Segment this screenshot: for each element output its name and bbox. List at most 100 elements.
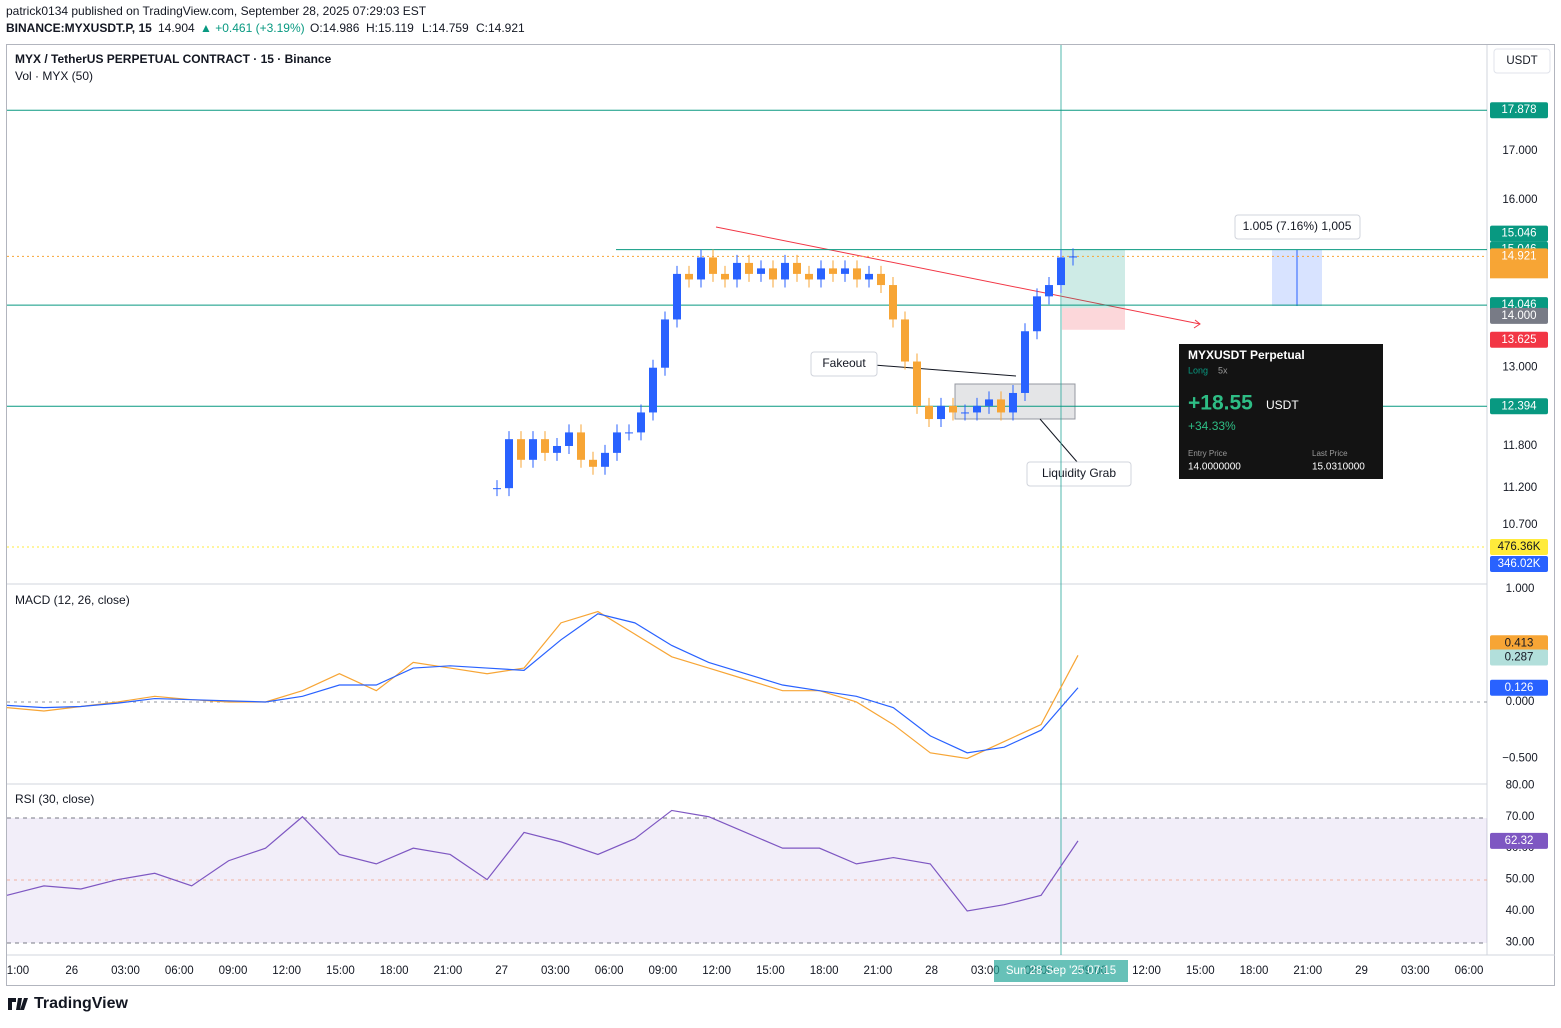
x-tick-label: 12:00 (272, 965, 301, 977)
y-tick-label: 40.00 (1506, 905, 1535, 917)
candle (1045, 285, 1053, 297)
x-tick-label: 21:00 (1293, 965, 1322, 977)
indicator-line (6, 809, 1079, 912)
change: ▲ +0.461 (+3.19%) (200, 21, 305, 35)
candle (733, 262, 741, 280)
x-tick-label: 18:00 (1240, 965, 1269, 977)
y-tick-label: 10.700 (1502, 519, 1537, 531)
x-tick-label: 27 (495, 965, 508, 977)
fakeout-box (810, 351, 878, 377)
card-unit: USDT (1266, 398, 1299, 412)
candle (1057, 257, 1065, 286)
card-pnl: +18.55 (1188, 392, 1253, 415)
card-bg (1179, 344, 1383, 479)
histogram-label: 0.287 (1505, 652, 1534, 664)
x-tick-label: 06:00 (1455, 965, 1484, 977)
candle (841, 268, 849, 274)
volume-label: 476.36K (1498, 541, 1541, 553)
brand-logo (8, 998, 28, 1010)
measure-label-box (1234, 214, 1361, 240)
candle (925, 405, 933, 420)
volume-label: 346.02K (1498, 558, 1541, 570)
indicator-label-bg (1490, 679, 1548, 696)
card-last: 15.0310000 (1312, 462, 1365, 473)
price-label-bg (1490, 331, 1548, 348)
fakeout: Fakeout (822, 356, 866, 370)
y-tick-label: 1.000 (1506, 583, 1535, 595)
level-label: 12.394 (1501, 400, 1537, 412)
open: O:14.986 (310, 21, 360, 35)
y-tick-label: 70.00 (1506, 811, 1535, 823)
x-tick-label: 1:00 (7, 965, 29, 977)
indicator-line (6, 613, 1079, 754)
x-tick-label: 06:00 (165, 965, 194, 977)
price-label-bg (1490, 225, 1548, 242)
histogram-label-bg (1490, 649, 1548, 666)
x-tick-label: 03:00 (541, 965, 570, 977)
candle (493, 488, 501, 490)
candle (553, 445, 561, 453)
indicator-label-bg (1490, 832, 1548, 849)
currency-button[interactable] (1493, 48, 1551, 74)
card-entry-label: Entry Price (1188, 449, 1228, 458)
volume-label-bg (1490, 556, 1548, 572)
x-tick-label: 29 (1355, 965, 1368, 977)
candle (637, 412, 645, 433)
vol-title: Vol · MYX (50) (15, 69, 93, 83)
currency: USDT (1506, 55, 1537, 67)
x-tick-label: 15:00 (1186, 965, 1215, 977)
y-tick-label: 80.00 (1506, 779, 1535, 791)
candle (805, 273, 813, 280)
volume-label-bg (1490, 539, 1548, 555)
measure: 1.005 (7.16%) 1,005 (1243, 219, 1352, 233)
symbol: BINANCE:MYXUSDT.P, 15 (6, 21, 152, 35)
y-tick-label: 13.000 (1502, 362, 1537, 374)
candle (901, 319, 909, 362)
x-tick-label: 21:00 (434, 965, 463, 977)
candle (721, 273, 729, 280)
card-lev: 5x (1218, 365, 1228, 375)
candle (937, 405, 945, 420)
candle (817, 268, 825, 280)
candle (541, 439, 549, 453)
candle (913, 361, 921, 406)
price-label: 13.625 (1501, 334, 1536, 346)
x-tick-label: 09:00 (648, 965, 677, 977)
countdown-bg (1490, 262, 1548, 279)
candle (973, 405, 981, 413)
candle (757, 268, 765, 274)
candle (685, 273, 693, 280)
high: H:15.119 (366, 21, 414, 35)
frame (6, 44, 1555, 986)
candle (853, 268, 861, 280)
price-label: 14.921 (1501, 250, 1536, 262)
candle (625, 432, 633, 434)
x-tick-label: 15:00 (756, 965, 785, 977)
y-tick-label: −0.500 (1502, 753, 1538, 765)
candle (565, 432, 573, 446)
x-tick-label: 21:00 (863, 965, 892, 977)
price-label: 15.046 (1501, 228, 1536, 240)
candle (781, 262, 789, 280)
level-label: 17.878 (1501, 104, 1536, 116)
y-tick-label: 50.00 (1506, 874, 1535, 886)
candle (649, 367, 657, 413)
candle (1033, 296, 1041, 332)
y-tick-label: 17.000 (1502, 145, 1537, 157)
crosshair-label: Sun 28 Sep '25 07:15 (1006, 965, 1116, 977)
candle (769, 268, 777, 280)
candle (877, 273, 885, 286)
low: L:14.759 (422, 21, 469, 35)
level-label-bg (1490, 102, 1548, 119)
publisher: patrick0134 published on TradingView.com… (6, 4, 427, 18)
macd-title: MACD (12, 26, close) (15, 593, 130, 607)
x-tick-label: 03:00 (111, 965, 140, 977)
x-tick-label: 03:00 (971, 965, 1000, 977)
fakeout-line (873, 364, 1017, 377)
candle (505, 439, 513, 489)
level-label-bg (1490, 398, 1548, 415)
candle (985, 399, 993, 406)
y-tick-label: 0.000 (1506, 696, 1535, 708)
candle (1009, 392, 1017, 413)
